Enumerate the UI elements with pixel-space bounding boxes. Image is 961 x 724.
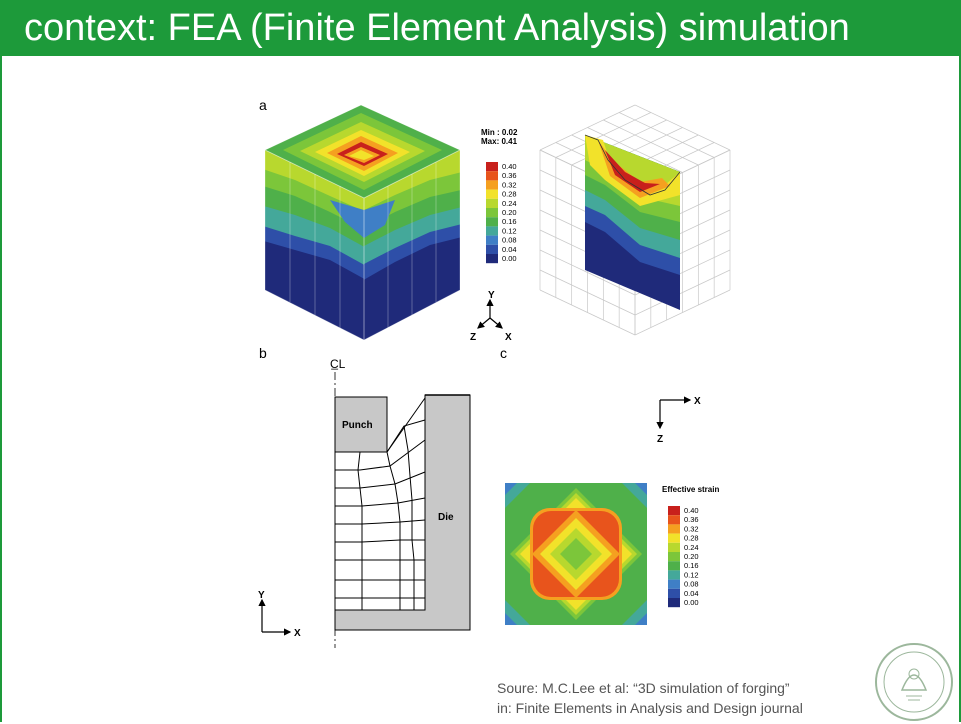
axis-triad-a <box>477 298 503 329</box>
legend-c-swatch <box>668 579 680 589</box>
legend-a-value: 0.36 <box>502 171 517 180</box>
panel-a-label: a <box>259 97 267 113</box>
axis-a-y: Y <box>488 290 495 301</box>
punch-label: Punch <box>342 420 373 431</box>
legend-a: 0.400.360.320.280.240.200.160.120.080.04… <box>486 162 517 264</box>
source-line-2: in: Finite Elements in Analysis and Desi… <box>497 700 803 716</box>
punch-die-diagram: C̲L Punch Die <box>330 357 471 648</box>
legend-c-swatch <box>668 515 680 525</box>
legend-c-value: 0.32 <box>684 524 699 533</box>
legend-c-value: 0.28 <box>684 534 699 543</box>
axis-c-x: X <box>694 396 701 407</box>
centerline-symbol: C̲L <box>330 357 346 371</box>
legend-a-swatch <box>486 162 498 172</box>
legend-a-value: 0.16 <box>502 217 517 226</box>
legend-c-title: Effective strain <box>662 485 719 494</box>
axis-c-z: Z <box>657 434 663 445</box>
legend-c-value: 0.12 <box>684 570 699 579</box>
legend-c-value: 0.08 <box>684 580 699 589</box>
legend-a-swatch <box>486 217 498 227</box>
legend-c-value: 0.36 <box>684 515 699 524</box>
legend-a-swatch <box>486 180 498 190</box>
wireframe-line <box>634 269 731 316</box>
wireframe-line <box>539 269 636 316</box>
legend-a-swatch <box>486 235 498 245</box>
legend-a-swatch <box>486 189 498 199</box>
legend-c-value: 0.00 <box>684 598 699 607</box>
legend-a-swatch <box>486 226 498 236</box>
legend-a-swatch <box>486 198 498 208</box>
axis-b-y: Y <box>258 590 265 601</box>
legend-c-value: 0.16 <box>684 561 699 570</box>
legend-a-swatch <box>486 254 498 264</box>
legend-a-value: 0.40 <box>502 162 517 171</box>
legend-a-value: 0.20 <box>502 208 517 217</box>
legend-c-value: 0.20 <box>684 552 699 561</box>
legend-a-value: 0.28 <box>502 190 517 199</box>
die-label: Die <box>438 512 454 523</box>
legend-a-value: 0.08 <box>502 236 517 245</box>
source-line-1: Soure: M.C.Lee et al: “3D simulation of … <box>497 680 790 696</box>
axis-b-x: X <box>294 628 301 639</box>
slide-border <box>0 56 961 722</box>
legend-c-swatch <box>668 542 680 552</box>
wireframe-line <box>634 104 731 151</box>
legend-a-value: 0.12 <box>502 226 517 235</box>
legend-a-value: 0.00 <box>502 254 517 263</box>
legend-c-swatch <box>668 533 680 543</box>
legend-a-swatch <box>486 244 498 254</box>
source-citation: Soure: M.C.Lee et al: “3D simulation of … <box>497 678 803 718</box>
axis-c <box>656 396 692 430</box>
title-bar: context: FEA (Finite Element Analysis) s… <box>0 0 961 56</box>
axis-b <box>258 598 292 636</box>
wireframe-line <box>539 289 636 336</box>
university-seal-icon <box>875 643 953 721</box>
legend-c: 0.400.360.320.280.240.200.160.120.080.04… <box>668 506 699 608</box>
legend-c-swatch <box>668 570 680 580</box>
legend-a-swatch <box>486 171 498 181</box>
wireframe-line <box>539 249 636 296</box>
legend-c-swatch <box>668 598 680 608</box>
legend-c-swatch <box>668 506 680 516</box>
min-label: Min : 0.02 <box>481 128 518 137</box>
max-label: Max: 0.41 <box>481 137 518 146</box>
legend-c-swatch <box>668 561 680 571</box>
punch-shape <box>334 396 388 453</box>
legend-a-swatch <box>486 208 498 218</box>
legend-c-value: 0.40 <box>684 506 699 515</box>
panel-c-label: c <box>500 345 507 361</box>
panel-b-label: b <box>259 345 267 361</box>
legend-a-value: 0.24 <box>502 199 517 208</box>
axis-a-z: Z <box>470 332 476 343</box>
legend-c-swatch <box>668 588 680 598</box>
cut-cube-wireframe <box>539 104 731 336</box>
strain-square <box>505 483 647 625</box>
slide-title: context: FEA (Finite Element Analysis) s… <box>24 7 850 49</box>
legend-c-swatch <box>668 552 680 562</box>
axis-a-x: X <box>505 332 512 343</box>
wireframe-line <box>634 289 731 336</box>
legend-a-value: 0.04 <box>502 245 517 254</box>
legend-c-value: 0.04 <box>684 589 699 598</box>
legend-a-value: 0.32 <box>502 180 517 189</box>
legend-c-swatch <box>668 524 680 534</box>
cube-contour <box>264 104 461 341</box>
legend-c-value: 0.24 <box>684 543 699 552</box>
